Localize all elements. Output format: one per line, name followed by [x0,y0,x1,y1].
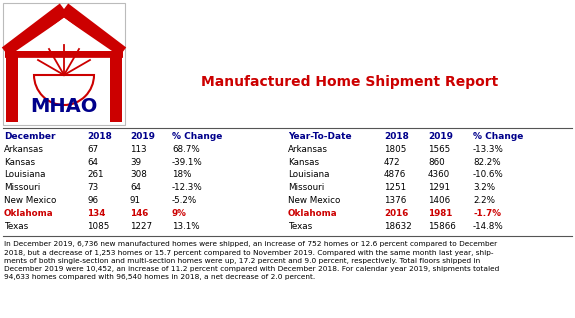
Text: Louisiana: Louisiana [4,170,45,179]
Text: In December 2019, 6,736 new manufactured homes were shipped, an increase of 752 : In December 2019, 6,736 new manufactured… [4,241,499,280]
Text: 91: 91 [130,196,141,205]
Text: % Change: % Change [473,132,523,141]
Text: Kansas: Kansas [288,158,319,167]
Text: New Mexico: New Mexico [288,196,340,205]
Text: -39.1%: -39.1% [172,158,203,167]
Text: Manufactured Home Shipment Report: Manufactured Home Shipment Report [201,75,499,89]
Text: 2019: 2019 [130,132,155,141]
Text: 9%: 9% [172,209,187,218]
Text: -1.7%: -1.7% [473,209,501,218]
Text: 2.2%: 2.2% [473,196,495,205]
Text: 3.2%: 3.2% [473,183,495,192]
Text: 1227: 1227 [130,222,152,231]
Text: 13.1%: 13.1% [172,222,200,231]
Text: MHAO: MHAO [30,98,98,116]
Text: Texas: Texas [4,222,28,231]
Text: 2016: 2016 [384,209,408,218]
Text: 2018: 2018 [87,132,112,141]
Text: Missouri: Missouri [4,183,40,192]
Text: 134: 134 [87,209,105,218]
FancyBboxPatch shape [110,49,122,122]
Text: 4876: 4876 [384,170,407,179]
Text: 2019: 2019 [428,132,453,141]
Text: % Change: % Change [172,132,223,141]
Text: 64: 64 [87,158,98,167]
Text: Oklahoma: Oklahoma [288,209,338,218]
Text: Louisiana: Louisiana [288,170,329,179]
Text: -13.3%: -13.3% [473,145,504,154]
Text: Arkansas: Arkansas [4,145,44,154]
Text: 18632: 18632 [384,222,412,231]
Text: 82.2%: 82.2% [473,158,501,167]
Text: -10.6%: -10.6% [473,170,504,179]
Text: 1251: 1251 [384,183,406,192]
FancyBboxPatch shape [3,3,125,125]
Wedge shape [34,75,94,105]
Text: 67: 67 [87,145,98,154]
Text: 68.7%: 68.7% [172,145,200,154]
Text: 308: 308 [130,170,147,179]
Text: 2018: 2018 [384,132,409,141]
Text: -12.3%: -12.3% [172,183,203,192]
Text: 472: 472 [384,158,401,167]
Text: 1805: 1805 [384,145,407,154]
Text: 73: 73 [87,183,98,192]
Text: -14.8%: -14.8% [473,222,504,231]
Text: 1376: 1376 [384,196,407,205]
Text: Year-To-Date: Year-To-Date [288,132,352,141]
Text: 113: 113 [130,145,147,154]
Text: Kansas: Kansas [4,158,35,167]
Text: 64: 64 [130,183,141,192]
Text: New Mexico: New Mexico [4,196,56,205]
Text: Arkansas: Arkansas [288,145,328,154]
Text: 1565: 1565 [428,145,450,154]
Text: 15866: 15866 [428,222,456,231]
Text: 1085: 1085 [87,222,109,231]
FancyBboxPatch shape [6,49,18,122]
Text: 146: 146 [130,209,148,218]
Text: 261: 261 [87,170,104,179]
Text: 39: 39 [130,158,141,167]
Text: December: December [4,132,56,141]
Text: Texas: Texas [288,222,312,231]
Text: 1406: 1406 [428,196,450,205]
Text: 860: 860 [428,158,444,167]
Text: 1291: 1291 [428,183,450,192]
Text: -5.2%: -5.2% [172,196,197,205]
Text: 18%: 18% [172,170,191,179]
Text: 96: 96 [87,196,98,205]
Text: 4360: 4360 [428,170,450,179]
Text: Oklahoma: Oklahoma [4,209,53,218]
Text: Missouri: Missouri [288,183,324,192]
Polygon shape [16,18,112,51]
Text: 1981: 1981 [428,209,453,218]
